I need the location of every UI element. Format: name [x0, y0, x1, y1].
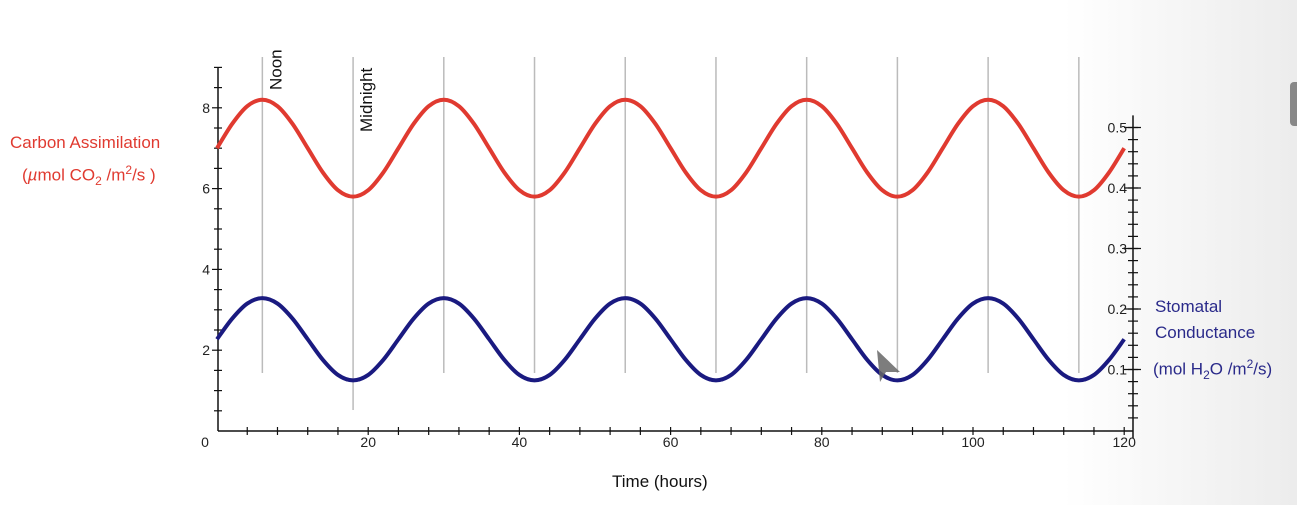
scrollbar-thumb[interactable]: [1290, 82, 1297, 126]
left-tick-label: 8: [202, 100, 210, 116]
vertical-gridlines: [261, 57, 1080, 410]
right-axis-label-line1: Stomatal: [1155, 297, 1223, 316]
x-tick-label: 20: [360, 434, 376, 450]
left-tick-label: 6: [202, 181, 210, 197]
axes: [212, 66, 1141, 438]
left-axis-label-line1: Carbon Assimilation: [10, 133, 161, 152]
stomatal-conductance-line: [215, 296, 1126, 383]
x-tick-label: 0: [201, 434, 209, 450]
right-tick-label: 0.2: [1108, 301, 1128, 317]
right-tick-label: 0.3: [1108, 241, 1128, 257]
annotation-midnight: Midnight: [357, 67, 376, 132]
right-tick-label: 0.5: [1108, 120, 1128, 136]
x-tick-label: 60: [663, 434, 679, 450]
x-tick-label: 40: [512, 434, 528, 450]
right-axis-label-line3: (mol H2O /m2/s): [1153, 357, 1273, 383]
annotation-noon: Noon: [266, 49, 285, 90]
right-tick-label: 0.4: [1108, 180, 1128, 196]
right-axis-label-line2: Conductance: [1155, 323, 1256, 342]
x-axis-label: Time (hours): [612, 472, 708, 491]
carbon-assimilation-line: [215, 97, 1126, 199]
series-lines: [215, 97, 1126, 383]
mouse-cursor-icon: [877, 350, 900, 382]
x-tick-label: 100: [961, 434, 985, 450]
x-tick-label: 120: [1113, 434, 1137, 450]
x-tick-label: 80: [814, 434, 830, 450]
right-tick-label: 0.1: [1108, 362, 1128, 378]
left-tick-label: 2: [202, 342, 210, 358]
left-axis-label-line2: (µmol CO2 /m2/s ): [22, 163, 156, 189]
left-tick-label: 4: [202, 261, 210, 277]
